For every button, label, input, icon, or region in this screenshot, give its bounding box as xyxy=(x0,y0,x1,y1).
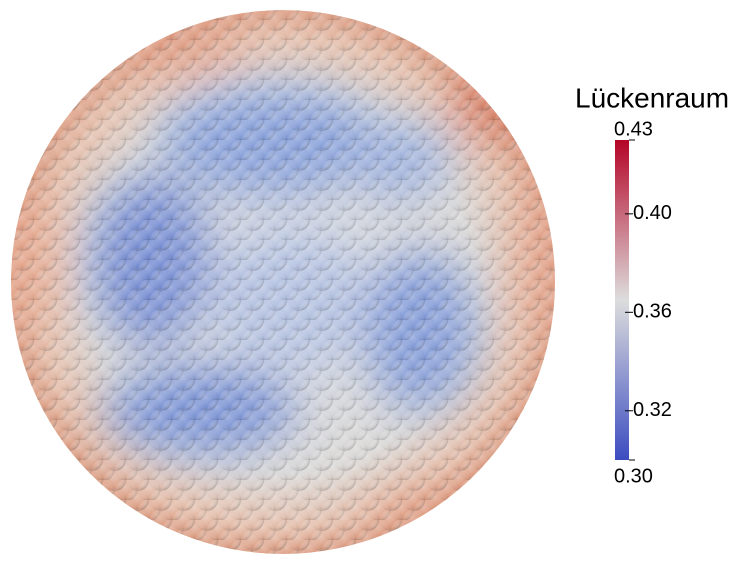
colorbar-scale xyxy=(615,140,629,460)
visualization: Lückenraum 0.43 0.30 0.40 0.36 0.32 xyxy=(0,0,731,562)
colorbar-min-label: 0.30 xyxy=(614,465,653,487)
colorbar: Lückenraum 0.43 0.30 0.40 0.36 0.32 xyxy=(575,82,729,487)
colorbar-title: Lückenraum xyxy=(575,82,729,113)
page: Lückenraum 0.43 0.30 0.400.360.32 (() =>… xyxy=(0,0,731,562)
colorbar-tick-label: 0.32 xyxy=(633,399,672,421)
colorbar-tick-label: 0.36 xyxy=(633,301,672,323)
colorbar-max-label: 0.43 xyxy=(614,118,653,140)
packed-bed xyxy=(0,0,580,562)
colorbar-tick-label: 0.40 xyxy=(633,202,672,224)
